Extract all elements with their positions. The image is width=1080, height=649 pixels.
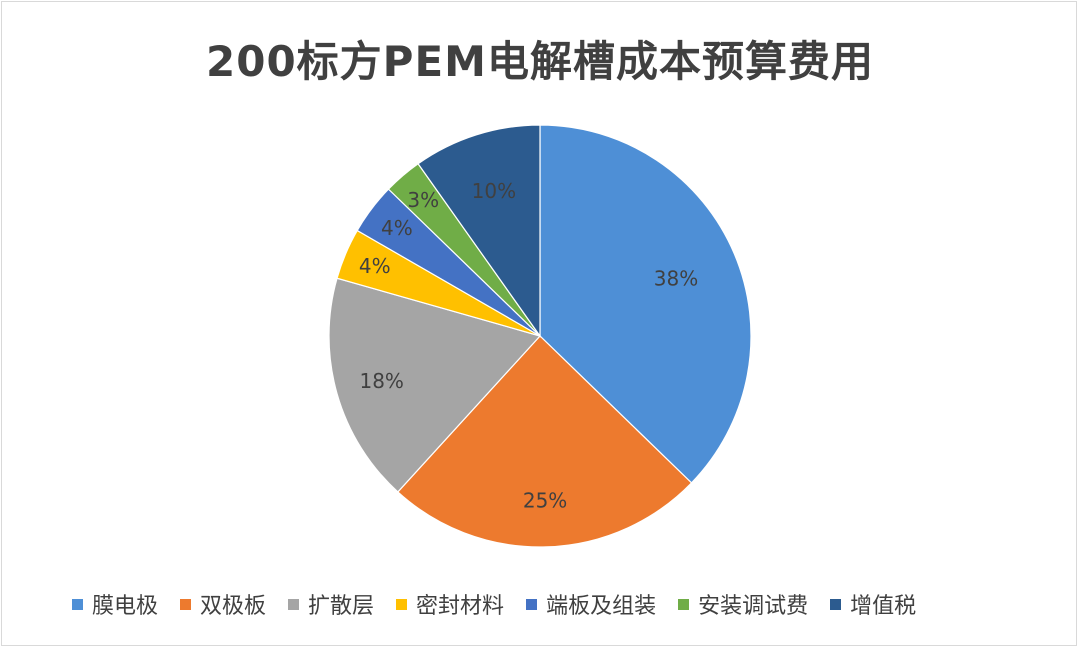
legend-entry-2: 双极板 [180,588,266,620]
legend-label-3: 扩散层 [308,594,375,619]
pie-data-label-5: 4% [381,216,413,240]
legend-label-7: 增值税 [850,594,917,619]
chart-title: 200标方PEM电解槽成本预算费用 [206,37,874,86]
pie-data-label-2: 25% [523,489,567,513]
legend-swatch-1 [72,598,83,610]
legend-swatch-2 [180,598,192,610]
legend-entry-6: 安装调试费 [678,588,808,620]
pie-data-label-4: 4% [359,254,391,278]
legend-swatch-3 [288,598,300,610]
pie-data-label-6: 3% [407,188,439,212]
legend-swatch-5 [526,598,538,610]
legend-label-5: 端板及组装 [546,594,657,619]
legend-label-1: 膜电极 [92,594,159,619]
legend-swatch-4 [396,598,408,610]
pie-slice-2 [397,335,693,548]
pie-data-label-7: 10% [472,179,516,203]
pie-data-label-1: 38% [654,266,698,290]
legend-swatch-6 [678,598,690,610]
pie-slice-3 [328,277,542,493]
pie-slice-1 [539,124,752,484]
legend-label-2: 双极板 [200,594,267,619]
legend-swatch-7 [830,598,842,610]
legend-entry-5: 端板及组装 [526,588,656,620]
legend-entry-1: 膜电极 [72,588,158,620]
legend-entry-4: 密封材料 [396,588,504,620]
legend-entry-3: 扩散层 [288,588,374,620]
legend-label-6: 安装调试费 [698,594,809,619]
pie-slice-7 [417,124,541,338]
pie-data-label-3: 18% [359,369,403,393]
legend-entry-7: 增值税 [830,588,916,620]
legend-label-4: 密封材料 [416,594,505,619]
chart-legend: 膜电极 双极板 扩散层 密封材料 端板及组装 安装调试费 增值税 [72,588,938,620]
